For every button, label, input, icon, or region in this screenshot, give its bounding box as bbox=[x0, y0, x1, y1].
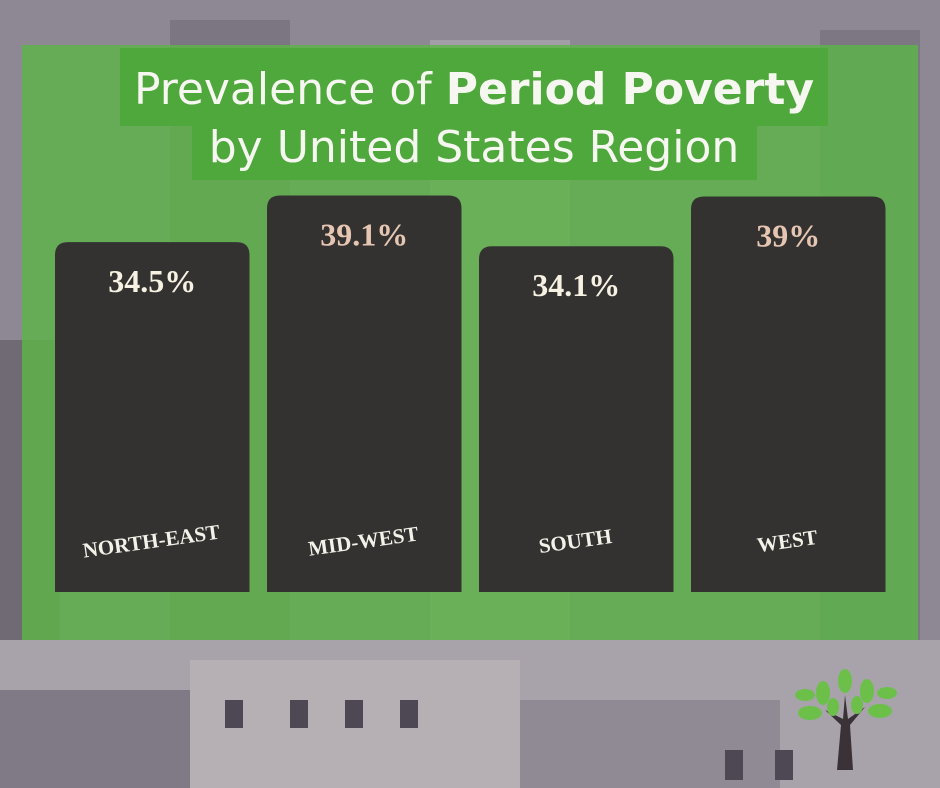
value-label: 34.5% bbox=[108, 263, 196, 299]
bar bbox=[479, 246, 674, 592]
value-label: 34.1% bbox=[532, 267, 620, 303]
chart-subtitle: by United States Region bbox=[209, 122, 740, 173]
title-lead: Prevalence of bbox=[134, 64, 433, 115]
title-box bbox=[120, 48, 828, 126]
bar bbox=[691, 196, 886, 593]
title-box bbox=[192, 122, 757, 180]
bar bbox=[55, 242, 250, 593]
value-label: 39.1% bbox=[320, 217, 408, 253]
title-emphasis: Period Poverty bbox=[446, 64, 814, 115]
logo bbox=[795, 669, 897, 770]
bar bbox=[267, 195, 462, 592]
value-label: 39% bbox=[756, 218, 820, 254]
bars: 34.5%NORTH-EAST39.1%MID-WEST34.1%SOUTH39… bbox=[55, 195, 886, 593]
chart-title: Prevalence of Period Poverty bbox=[134, 64, 814, 115]
